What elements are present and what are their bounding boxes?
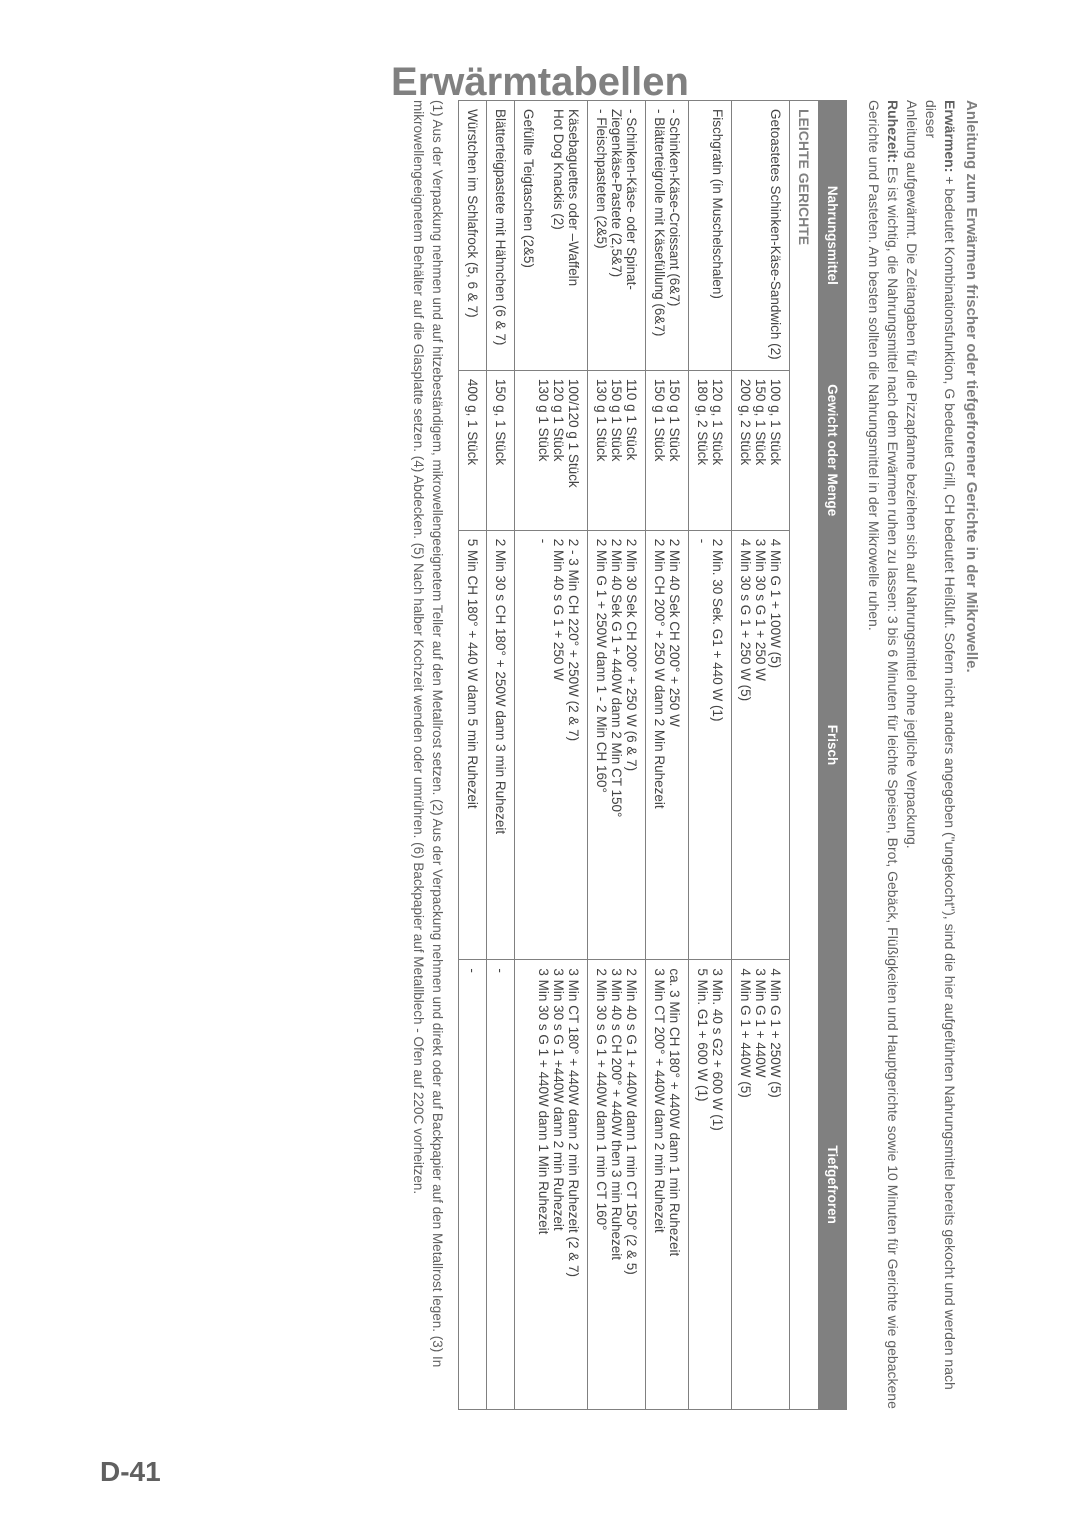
cell-weight: 100/120 g 1 Stück 120 g 1 Stück 130 g 1 … [514,370,587,530]
intro-label-ruhezeit: Ruhezeit: [885,100,901,163]
cell-weight: 120 g, 1 Stück 180 g, 2 Stück [688,370,731,530]
intro-block: Anleitung zum Erwärmen frischer oder tie… [865,100,980,1410]
cell-food: Fischgratin (in Muschelschalen) [688,101,731,371]
cell-weight: 100 g, 1 Stück 150 g, 1 Stück 200 g, 2 S… [731,370,789,530]
cell-food: - Schinken-Käse- oder Spinat-Ziegenkäse-… [587,101,645,371]
cell-food: Getoastetes Schinken-Käse-Sandwich (2) [731,101,789,371]
cell-food: - Schinken-Käse-Croissant (6&7) - Blätte… [645,101,688,371]
cell-fresh: 4 Min G 1 + 100W (5) 3 Min 30 s G 1 + 25… [731,530,789,960]
rotated-content: Anleitung zum Erwärmen frischer oder tie… [409,100,980,1410]
col-header-frozen: Tiefgefroren [818,960,846,1410]
cell-frozen: 3 Min CT 180° + 440W dann 2 min Ruhezeit… [514,960,587,1410]
cell-food: Käsebaguettes oder –Waffeln Hot Dog Knac… [514,101,587,371]
cell-food: Würstchen im Schlafrock (5, 6 & 7) [458,101,486,371]
heating-table: Nahrungsmittel Gewicht oder Menge Frisch… [458,100,847,1410]
page-title: Erwärmtabellen [100,60,980,105]
table-head: Nahrungsmittel Gewicht oder Menge Frisch… [818,101,846,1410]
cell-weight: 150 g 1 Stück 150 g 1 Stück [645,370,688,530]
cell-weight: 150 g, 1 Stück [486,370,514,530]
cell-frozen: - [458,960,486,1410]
cell-weight: 110 g 1 Stück 150 g 1 Stück 130 g 1 Stüc… [587,370,645,530]
intro-label-erwaermen: Erwärmen: [942,100,958,172]
cell-frozen: 4 Min G 1 + 250W (5) 3 Min G 1 + 440W 4 … [731,960,789,1410]
cell-frozen: - [486,960,514,1410]
intro-line-3: Ruhezeit: Es ist wichtig, die Nahrungsmi… [865,100,903,1410]
cell-fresh: 2 Min. 30 Sek. G1 + 440 W (1) - [688,530,731,960]
cell-frozen: 3 Min. 40 s G2 + 600 W (1) 5 Min. G1 + 6… [688,960,731,1410]
page: Erwärmtabellen Anleitung zum Erwärmen fr… [0,0,1080,1528]
cell-frozen: ca. 3 Min CH 180° + 440W dann 1 min Ruhe… [645,960,688,1410]
cell-fresh: 5 Min CH 180° + 440 W dann 5 min Ruhezei… [458,530,486,960]
cell-weight: 400 g, 1 Stück [458,370,486,530]
intro-line-2: Anleitung aufgewärmt. Die Zeitangaben fü… [902,100,921,1410]
intro-text-1: + bedeutet Kombinationsfunktion, G bedeu… [923,100,958,1390]
table-row: Würstchen im Schlafrock (5, 6 & 7) 400 g… [458,101,486,1410]
cell-fresh: 2 Min 30 s CH 180° + 250W dann 3 min Ruh… [486,530,514,960]
intro-line-1: Erwärmen: + bedeutet Kombinationsfunktio… [921,100,959,1410]
page-number: D-41 [100,1456,161,1488]
table-body: LEICHTE GERICHTE Getoastetes Schinken-Kä… [458,101,818,1410]
table-row: - Schinken-Käse-Croissant (6&7) - Blätte… [645,101,688,1410]
table-row: - Schinken-Käse- oder Spinat-Ziegenkäse-… [587,101,645,1410]
section-row: LEICHTE GERICHTE [789,101,818,1410]
cell-food: Blätterteigpastete mit Hähnchen (6 & 7) [486,101,514,371]
table-row: Blätterteigpastete mit Hähnchen (6 & 7) … [486,101,514,1410]
cell-fresh: 2 Min 30 Sek CH 200° + 250 W (6 & 7) 2 M… [587,530,645,960]
intro-title: Anleitung zum Erwärmen frischer oder tie… [963,100,980,1410]
table-row: Getoastetes Schinken-Käse-Sandwich (2) 1… [731,101,789,1410]
col-header-food: Nahrungsmittel [818,101,846,371]
footnotes: (1) Aus der Verpackung nehmen und auf hi… [409,100,445,1410]
section-label: LEICHTE GERICHTE [789,101,818,1410]
col-header-fresh: Frisch [818,530,846,960]
table-row: Fischgratin (in Muschelschalen) 120 g, 1… [688,101,731,1410]
table-row: Käsebaguettes oder –Waffeln Hot Dog Knac… [514,101,587,1410]
cell-fresh: 2 Min 40 Sek CH 200° + 250 W 2 Min CH 20… [645,530,688,960]
cell-fresh: 2 - 3 Min CH 220° + 250W (2 & 7) 2 Min 4… [514,530,587,960]
col-header-weight: Gewicht oder Menge [818,370,846,530]
cell-frozen: 2 Min 40 s G 1 + 440W dann 1 min CT 150°… [587,960,645,1410]
intro-text-3: Es ist wichtig, die Nahrungsmittel nach … [866,100,901,1409]
